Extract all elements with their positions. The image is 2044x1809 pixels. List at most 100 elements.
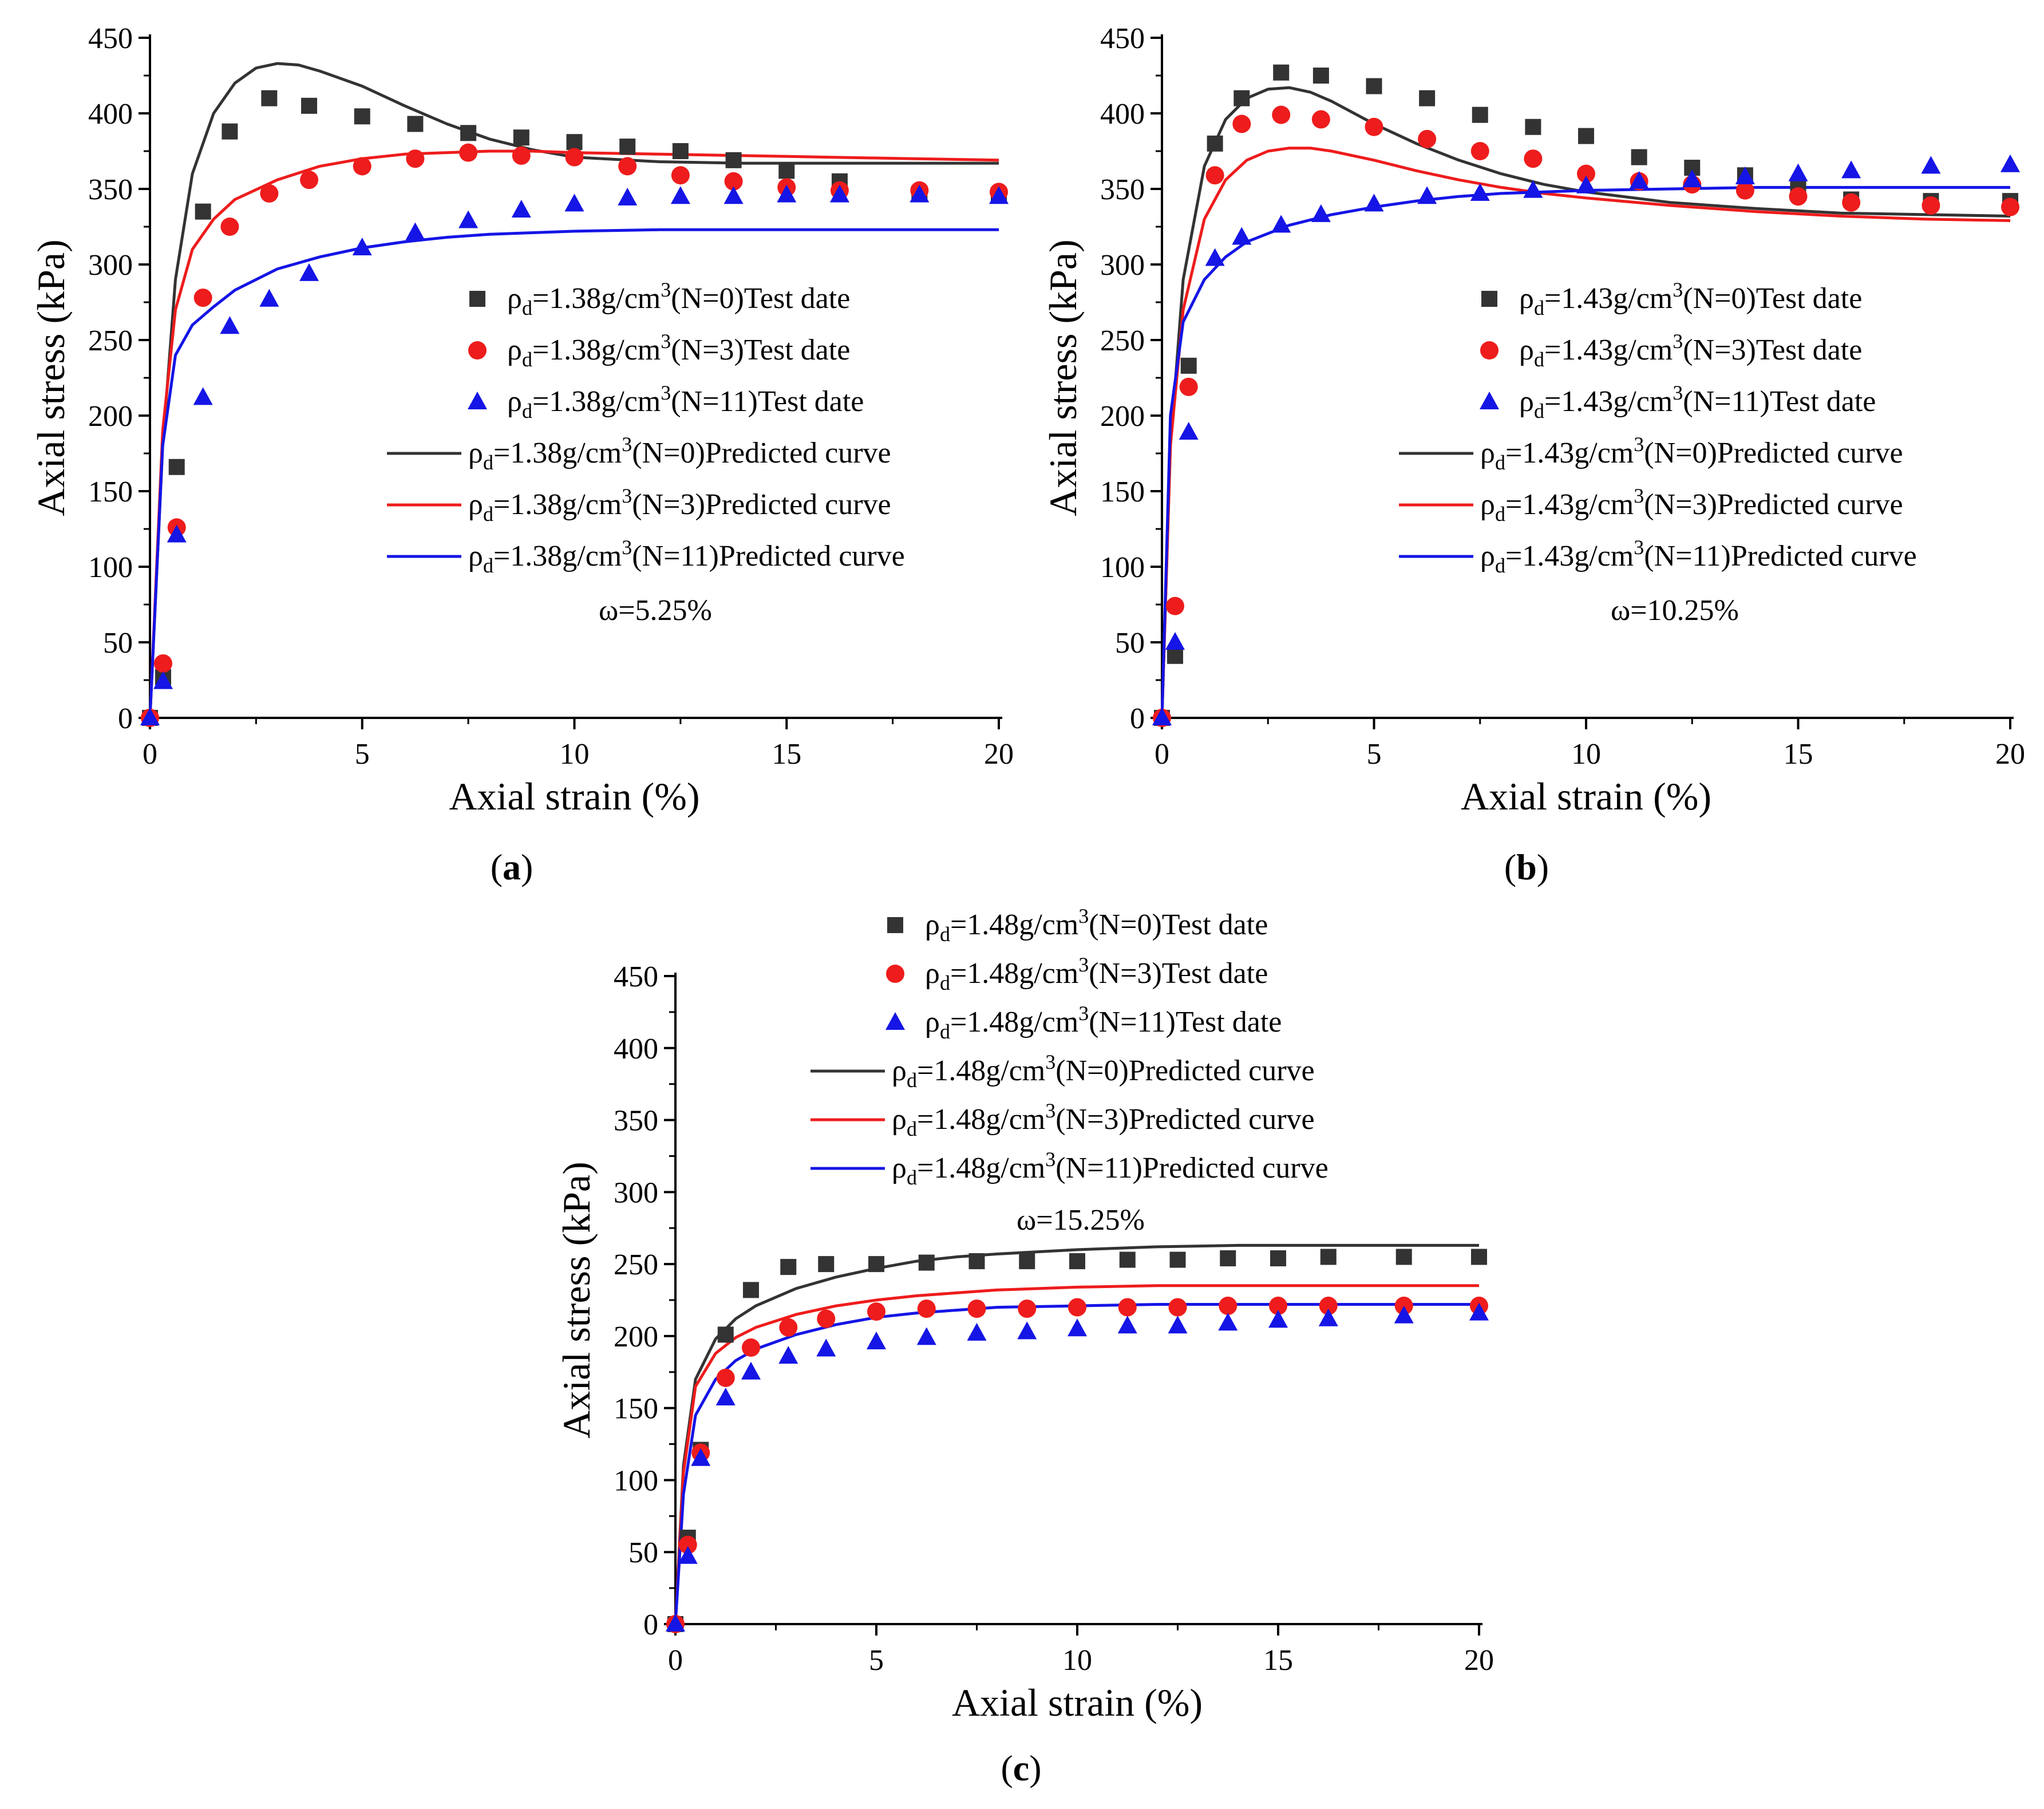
legend-marker-n3 <box>1480 341 1499 360</box>
test-data-point-n0 <box>1019 1253 1035 1270</box>
test-data-point-n3 <box>967 1300 986 1318</box>
predicted-curve-n3 <box>674 1284 1479 1625</box>
moisture-annotation: ω=10.25% <box>1611 594 1739 627</box>
x-tick-label: 5 <box>869 1644 884 1677</box>
x-tick-label: 0 <box>143 738 157 771</box>
test-data-point-n0 <box>1320 1249 1337 1265</box>
x-tick-label: 15 <box>772 738 801 771</box>
x-tick-label: 20 <box>1464 1644 1494 1677</box>
test-data-point-n3 <box>406 149 425 168</box>
test-data-point-n0 <box>1366 78 1382 94</box>
test-data-point-n11 <box>2000 154 2020 172</box>
test-data-point-n11 <box>1268 1310 1288 1328</box>
test-data-point-n11 <box>1364 193 1384 212</box>
x-tick-label: 10 <box>1062 1644 1092 1677</box>
legend-label: ρd=1.48g/cm3(N=0)Predicted curve <box>892 1050 1315 1092</box>
chart-panel-a: 0 5 10 15 20050100150200250300350400450Axial… <box>29 22 1014 887</box>
test-data-point-n0 <box>725 152 742 168</box>
test-data-point-n0 <box>1167 647 1183 664</box>
y-tick-label: 450 <box>1100 22 1145 55</box>
test-data-point-n11 <box>618 187 638 206</box>
chart-panel-c: 0 5 10 15 20050100150200250300350400450Axial… <box>555 905 1494 1788</box>
predicted-curve-n3 <box>148 149 999 718</box>
legend-label: ρd=1.38g/cm3(N=3)Test date <box>507 330 850 371</box>
test-data-point-n0 <box>1119 1251 1136 1268</box>
legend-label: ρd=1.48g/cm3(N=3)Test date <box>925 953 1268 994</box>
test-data-point-n3 <box>1205 166 1224 185</box>
legend-label: ρd=1.38g/cm3(N=0)Test date <box>507 278 850 319</box>
chart-panel-b: 0 5 10 15 20050100150200250300350400450Axial… <box>1041 22 2025 887</box>
y-tick-label: 150 <box>88 476 133 508</box>
test-data-point-n0 <box>1069 1253 1085 1270</box>
y-tick-label: 400 <box>1100 98 1145 131</box>
y-tick-label: 200 <box>614 1321 658 1353</box>
y-tick-label: 100 <box>1100 551 1145 584</box>
test-data-point-n11 <box>167 524 187 543</box>
test-data-point-n3 <box>1319 1297 1338 1316</box>
test-data-point-n0 <box>780 1259 797 1275</box>
x-tick-label: 15 <box>1784 738 1813 771</box>
test-data-point-n0 <box>513 129 529 146</box>
test-data-point-n11 <box>1271 215 1291 233</box>
predicted-curve-n11 <box>674 1303 1479 1625</box>
test-data-point-n11 <box>678 1546 698 1564</box>
test-data-point-n0 <box>168 459 185 475</box>
test-data-point-n11 <box>1152 708 1172 725</box>
test-data-point-n11 <box>153 671 173 689</box>
test-data-point-n0 <box>1220 1250 1236 1267</box>
test-data-point-n11 <box>1168 1316 1188 1334</box>
x-axis-label: Axial strain (%) <box>449 775 699 818</box>
test-data-point-n11 <box>299 263 319 281</box>
panel-caption: (c) <box>1001 1748 1041 1788</box>
legend-marker-n11 <box>1480 392 1499 409</box>
y-tick-label: 250 <box>1100 325 1145 357</box>
test-data-point-n11 <box>352 237 372 255</box>
legend-label: ρd=1.43g/cm3(N=0)Test date <box>1519 278 1862 319</box>
test-data-point-n11 <box>140 708 160 725</box>
test-data-point-n0 <box>778 163 795 179</box>
test-data-point-n0 <box>460 125 477 141</box>
legend-marker-n3 <box>886 965 904 983</box>
test-data-point-n0 <box>1312 68 1329 84</box>
test-data-point-n3 <box>1842 193 1861 212</box>
test-data-point-n11 <box>1735 166 1755 184</box>
predicted-curve-n0 <box>148 62 999 718</box>
y-tick-label: 450 <box>614 961 658 993</box>
test-data-point-n3 <box>353 157 371 176</box>
y-tick-label: 150 <box>614 1393 658 1425</box>
test-data-point-n11 <box>458 210 479 228</box>
test-data-point-n11 <box>1311 204 1331 222</box>
predicted-curve-n0 <box>674 1243 1479 1625</box>
test-data-point-n3 <box>817 1309 836 1328</box>
test-data-point-n0 <box>1631 149 1647 165</box>
test-data-point-n0 <box>1395 1249 1412 1265</box>
test-data-point-n0 <box>818 1256 835 1273</box>
test-data-point-n3 <box>1068 1298 1086 1317</box>
test-data-point-n3 <box>1524 149 1543 168</box>
test-data-point-n0 <box>672 143 689 159</box>
test-data-point-n3 <box>1018 1300 1037 1318</box>
test-data-point-n3 <box>724 172 743 191</box>
legend-label: ρd=1.43g/cm3(N=3)Test date <box>1519 330 1862 371</box>
x-tick-label: 5 <box>1367 738 1382 771</box>
test-data-point-n0 <box>717 1326 734 1343</box>
test-data-point-n11 <box>691 1448 711 1466</box>
test-data-point-n0 <box>1180 357 1197 374</box>
test-data-point-n3 <box>678 1535 697 1554</box>
test-data-point-n11 <box>1017 1321 1037 1340</box>
y-axis-label: Axial stress (kPa) <box>1041 239 1085 516</box>
test-data-point-n0 <box>1525 119 1541 135</box>
test-data-point-n0 <box>1472 106 1488 123</box>
test-data-point-n3 <box>917 1300 936 1318</box>
x-axis-label: Axial strain (%) <box>952 1681 1203 1724</box>
predicted-curve-n11 <box>148 228 999 718</box>
legend: ρd=1.38g/cm3(N=0)Test date ρd=1.38g/cm3(N… <box>387 278 905 627</box>
test-data-point-n11 <box>1470 183 1490 201</box>
test-data-point-n11 <box>1523 180 1543 198</box>
test-data-point-n3 <box>618 157 637 176</box>
test-data-point-n3 <box>1179 377 1198 396</box>
test-data-point-n3 <box>1577 164 1595 183</box>
legend-label: ρd=1.38g/cm3(N=11)Test date <box>507 381 864 422</box>
predicted-curve-n11 <box>1160 185 2010 718</box>
test-data-point-n0 <box>407 116 424 132</box>
